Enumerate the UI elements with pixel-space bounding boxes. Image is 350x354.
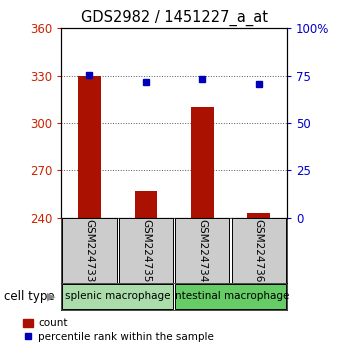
Bar [62, 284, 173, 309]
Text: GSM224733: GSM224733 [84, 219, 94, 282]
Text: intestinal macrophage: intestinal macrophage [172, 291, 289, 302]
Bar [232, 218, 286, 282]
Legend: count, percentile rank within the sample: count, percentile rank within the sample [23, 319, 214, 342]
Bar [135, 191, 157, 218]
Bar [62, 218, 117, 282]
Bar [247, 213, 270, 218]
Bar [78, 76, 101, 218]
Text: GSM224734: GSM224734 [197, 219, 207, 282]
Bar [119, 218, 173, 282]
Bar [175, 218, 230, 282]
Bar [191, 107, 214, 218]
Text: GSM224736: GSM224736 [254, 219, 264, 282]
Bar [175, 284, 286, 309]
Text: cell type: cell type [4, 290, 54, 303]
Text: splenic macrophage: splenic macrophage [65, 291, 170, 302]
Text: GSM224735: GSM224735 [141, 219, 151, 282]
Text: ▶: ▶ [47, 291, 55, 302]
Title: GDS2982 / 1451227_a_at: GDS2982 / 1451227_a_at [80, 9, 268, 25]
